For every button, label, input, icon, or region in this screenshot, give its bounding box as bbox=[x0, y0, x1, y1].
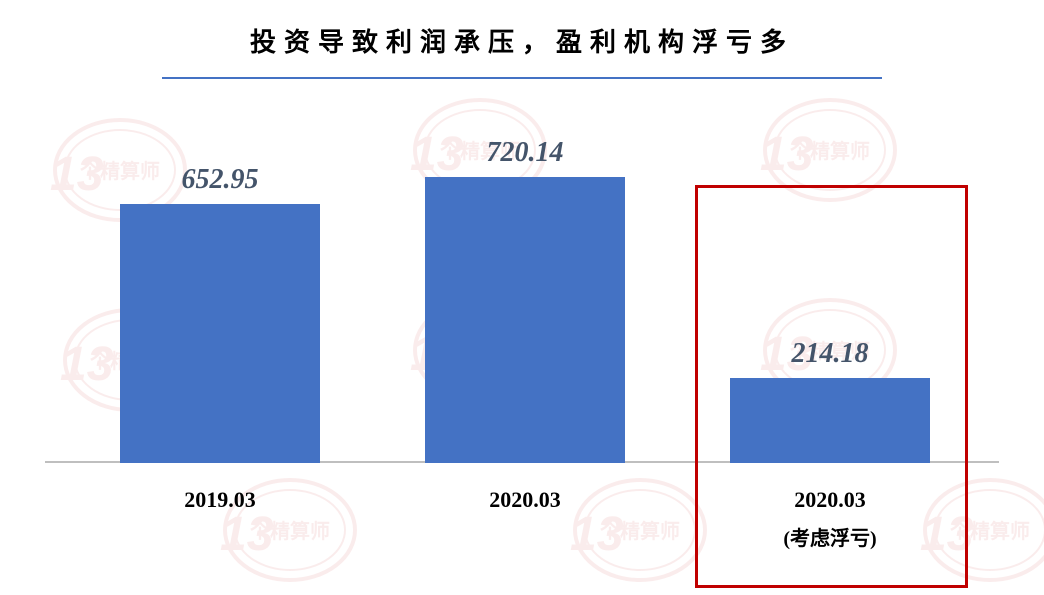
bar-group: 720.142020.03 bbox=[405, 153, 645, 563]
chart-title: 投资导致利润承压，盈利机构浮亏多 bbox=[0, 0, 1044, 59]
title-underline bbox=[162, 77, 882, 79]
highlight-box bbox=[695, 185, 968, 588]
bar-value-label: 720.14 bbox=[405, 137, 645, 169]
bar-group: 652.95 2019.03 bbox=[100, 153, 340, 563]
bar-category-label: 2020.03 bbox=[405, 487, 645, 513]
bar bbox=[425, 177, 625, 463]
bar-category-label: 2019.03 bbox=[100, 487, 340, 513]
bar-value-label: 652.95 bbox=[100, 164, 340, 196]
bar bbox=[120, 204, 320, 464]
chart-area: 652.952019.03720.142020.03214.182020.03(… bbox=[70, 150, 974, 563]
